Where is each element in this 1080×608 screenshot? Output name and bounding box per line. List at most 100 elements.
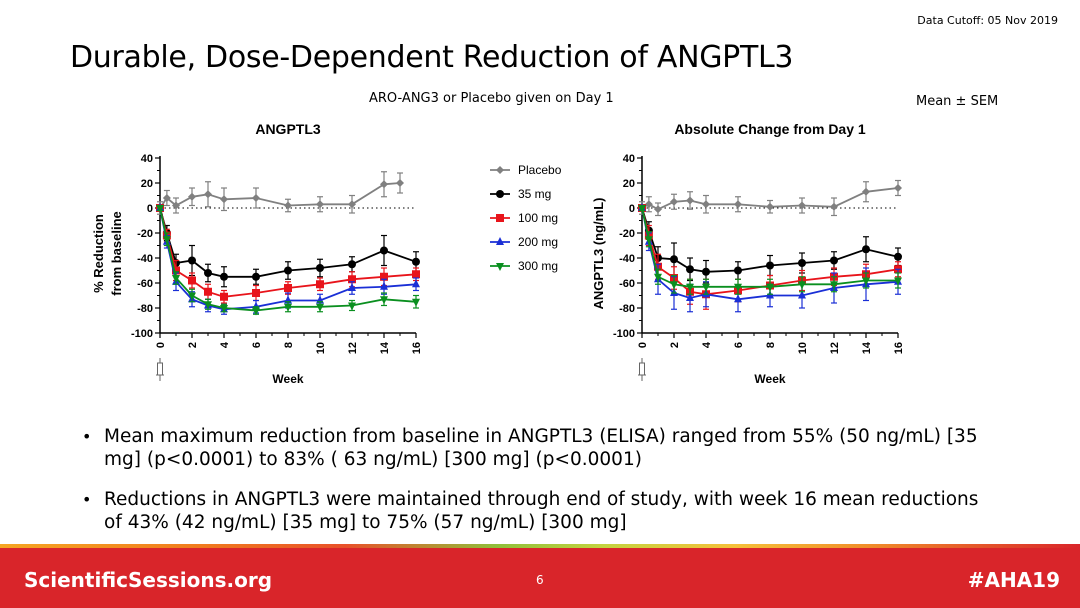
series-line [641,207,899,273]
data-point [734,283,742,292]
page-number: 6 [536,573,544,587]
y-tick-label: 0 [629,203,635,215]
data-point [734,294,742,303]
data-point [316,303,324,312]
x-tick-label: 12 [829,342,841,354]
data-point [348,200,356,209]
data-point [412,298,420,307]
x-axis-label: Week [754,372,785,386]
data-point [412,257,420,266]
data-point [284,201,292,210]
series-line [159,207,417,278]
data-point [686,293,694,301]
chart-title: ANGPTL3 [255,121,321,137]
series-300-mg [638,204,902,295]
data-point [172,201,180,210]
data-point [252,272,260,281]
data-point [644,236,653,245]
series-line [641,207,899,296]
legend-label: 100 mg [518,211,558,225]
data-point [686,265,694,274]
x-axis-label: Week [272,372,303,386]
data-point [188,276,196,285]
data-point [204,287,212,296]
y-tick-label: -40 [619,253,635,265]
y-tick-label: -80 [619,303,635,315]
data-point [686,283,694,292]
legend-marker [496,190,504,198]
x-tick-label: 14 [379,341,391,354]
data-point [220,272,228,281]
legend-label: 35 mg [518,187,551,201]
data-point [188,192,196,201]
y-axis-label-line2: from baseline [109,211,124,296]
data-point [188,256,196,265]
data-point [412,279,420,288]
footer-website: ScientificSessions.org [24,568,273,592]
x-tick-label: 16 [893,342,905,354]
data-point [316,280,324,289]
footer-hashtag: #AHA19 [967,568,1060,592]
series-100-mg [156,204,420,304]
x-tick-label: 0 [155,342,167,348]
data-point [380,272,388,281]
data-point [162,194,171,202]
x-tick-label: 10 [797,342,809,354]
data-point [316,264,324,272]
data-point [702,283,710,292]
data-point [348,283,356,291]
legend-label: 300 mg [518,259,558,273]
y-tick-label: -80 [137,303,153,315]
y-axis-label: ANGPTL3 (ng/mL) [591,198,606,310]
data-point [380,246,388,255]
y-tick-label: -60 [137,278,153,290]
series-placebo [156,171,404,215]
data-point [284,266,292,275]
data-point [862,245,870,254]
data-point [798,290,806,299]
data-point [188,292,196,301]
legend-marker [496,214,504,222]
data-point [894,184,902,192]
data-point [380,281,388,290]
data-point [396,179,404,187]
data-point [220,292,228,301]
series-line [641,207,898,288]
data-point [830,256,838,265]
data-point [670,197,678,206]
data-point [766,283,774,292]
footer-bar [0,548,1080,608]
syringe-icon [638,358,646,381]
data-point [894,252,902,261]
data-point [734,266,742,275]
data-point [348,302,356,311]
data-point [204,190,212,199]
legend-marker [496,237,504,245]
data-point [380,180,388,189]
y-tick-label: 0 [147,203,153,215]
y-tick-label: -20 [137,228,153,240]
x-tick-label: 4 [701,341,713,348]
y-tick-label: -60 [619,278,635,290]
data-point [220,195,228,204]
syringe-barrel [157,362,163,376]
data-point [204,301,212,310]
data-point [644,200,653,209]
y-tick-label: 20 [623,178,635,190]
data-point [766,261,774,270]
data-point [734,200,742,209]
bullet-item-1: Mean maximum reduction from baseline in … [82,425,1002,471]
data-point [156,205,164,213]
series-placebo [638,179,902,217]
x-tick-label: 8 [765,342,777,348]
x-tick-label: 8 [283,342,295,348]
data-point [204,269,212,277]
y-tick-label: -40 [137,253,153,265]
series-line [159,182,401,209]
data-point [702,200,710,209]
data-point [252,289,260,297]
data-point [830,281,838,290]
x-tick-label: 12 [347,342,359,354]
y-axis-label-line1: % Reduction [91,214,106,293]
